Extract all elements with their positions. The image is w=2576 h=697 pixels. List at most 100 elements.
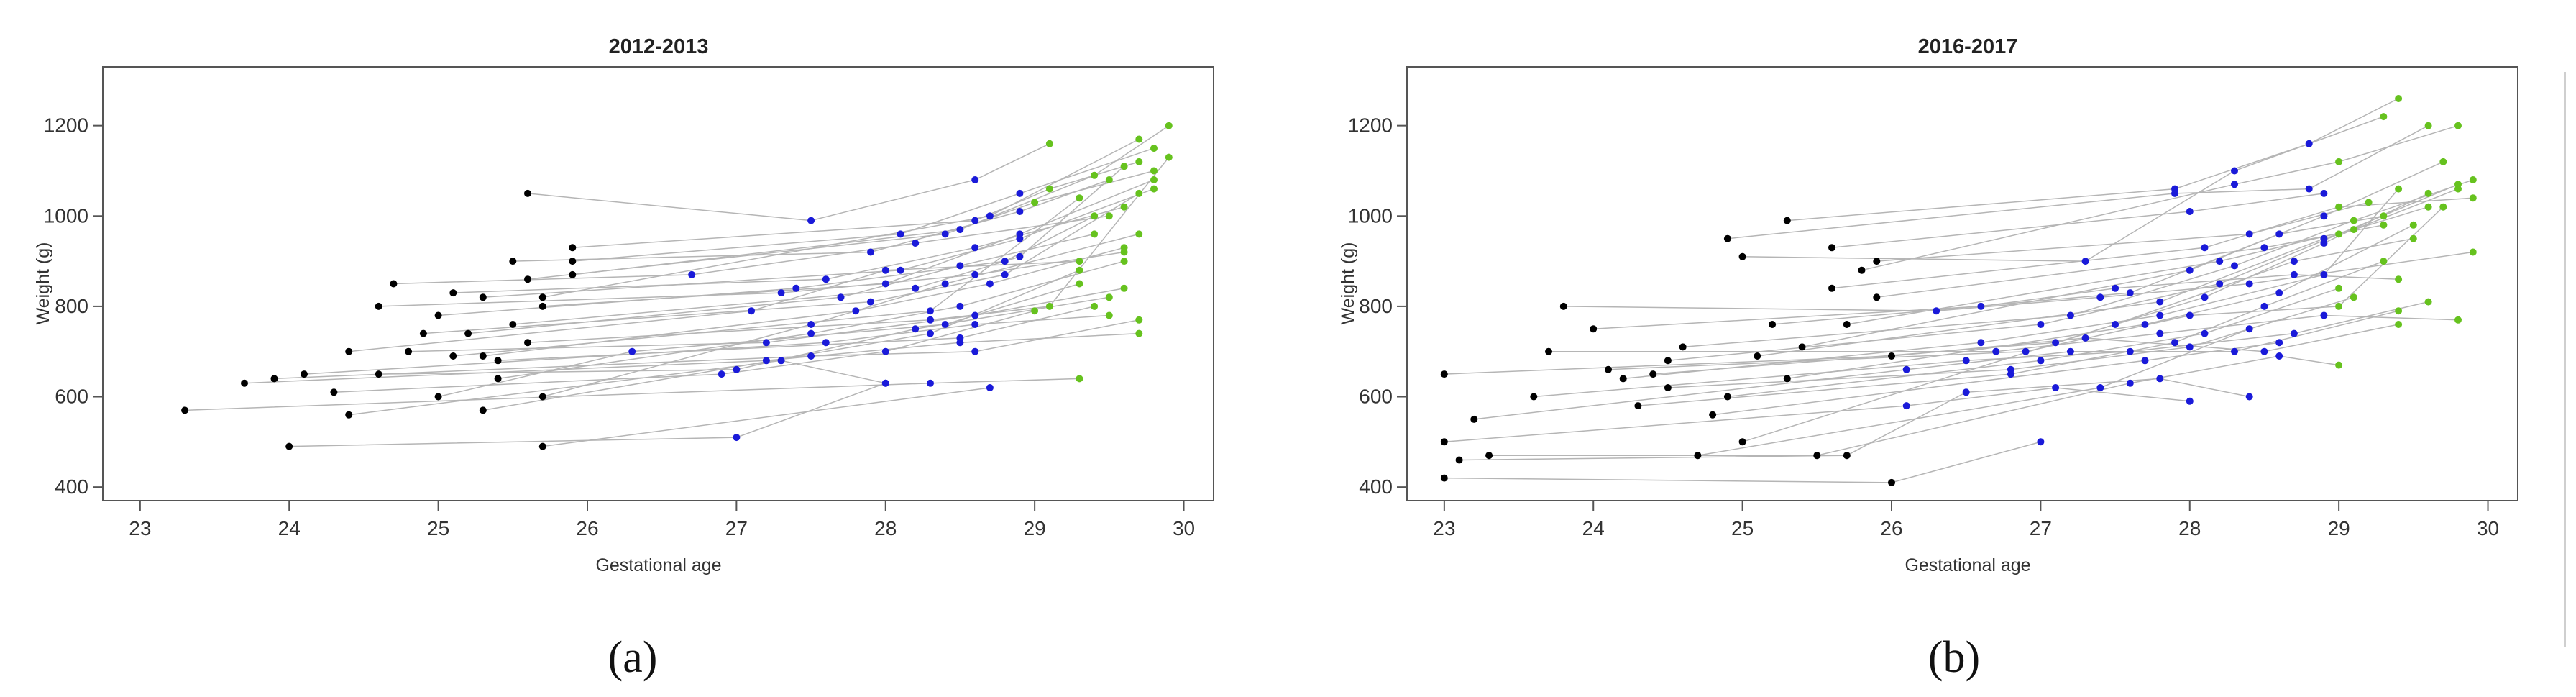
- trajectory-line: [274, 319, 1140, 380]
- data-point: [1709, 411, 1717, 419]
- data-point: [1091, 171, 1099, 179]
- data-point: [971, 347, 979, 355]
- data-point: [2201, 293, 2209, 301]
- data-point: [2037, 357, 2045, 365]
- data-point: [2439, 203, 2447, 211]
- data-point: [2007, 365, 2014, 373]
- y-axis-label: Weight (g): [1338, 242, 1358, 325]
- data-point: [1165, 153, 1173, 161]
- data-point: [1754, 352, 1761, 360]
- data-point: [881, 347, 889, 355]
- data-point: [1858, 266, 1866, 274]
- data-point: [419, 329, 427, 337]
- data-point: [1664, 384, 1672, 391]
- trajectory-line: [572, 161, 1140, 249]
- trajectory-line: [1667, 183, 2459, 362]
- data-point: [449, 289, 457, 297]
- data-point: [822, 339, 830, 347]
- data-point: [2126, 379, 2134, 387]
- chart-panel-b: 2016-2017 23 24 25 26 27 28 29 30 400 600 800 1000 1…: [1338, 35, 2518, 682]
- data-point: [822, 275, 830, 283]
- chart-panel-a: 2012-2013 23 24 25 26 27 28 29 30 400 600 800 1000 1…: [33, 35, 1214, 682]
- data-point: [807, 217, 815, 224]
- trajectory-line: [1444, 324, 2399, 375]
- data-point: [807, 329, 815, 337]
- data-point: [897, 230, 904, 238]
- y-tick-label: 400: [55, 475, 88, 498]
- trajectory-line: [1727, 125, 2429, 240]
- data-point: [941, 230, 949, 238]
- data-point: [241, 379, 248, 387]
- data-point: [434, 311, 442, 319]
- y-tick-label: 400: [1359, 475, 1393, 498]
- data-point: [2469, 194, 2477, 202]
- data-point: [941, 280, 949, 288]
- data-point: [2216, 258, 2224, 265]
- data-point: [881, 266, 889, 274]
- data-point: [971, 244, 979, 252]
- data-point: [2409, 221, 2417, 229]
- data-point: [509, 258, 517, 265]
- data-point: [837, 293, 845, 301]
- data-point: [1135, 316, 1143, 324]
- data-point: [762, 339, 770, 347]
- data-point: [2066, 347, 2074, 355]
- data-point: [2380, 212, 2388, 220]
- data-point: [1694, 452, 1702, 460]
- data-point: [1813, 452, 1821, 460]
- data-point: [2186, 343, 2194, 351]
- data-point: [2395, 95, 2403, 102]
- x-tick-label: 26: [576, 517, 598, 539]
- data-point: [1962, 388, 1970, 396]
- x-axis-label: Gestational age: [595, 555, 721, 575]
- data-point: [2081, 258, 2089, 265]
- panel-caption: (b): [1928, 633, 1980, 682]
- data-point: [2216, 280, 2224, 288]
- x-tick-label: 28: [874, 517, 897, 539]
- data-point: [2112, 321, 2119, 328]
- data-point: [1135, 158, 1143, 165]
- trajectory-line: [527, 143, 1050, 222]
- data-point: [2096, 293, 2104, 301]
- data-point: [1076, 280, 1083, 288]
- x-tick-label: 26: [1880, 517, 1902, 539]
- trajectory-line: [1667, 296, 2355, 388]
- data-point: [2275, 352, 2283, 360]
- trajectory-layer: [1440, 95, 2477, 486]
- trajectory-line: [1787, 98, 2399, 222]
- data-point: [897, 266, 904, 274]
- data-point: [2156, 375, 2164, 383]
- data-point: [2126, 347, 2134, 355]
- data-point: [1738, 252, 1746, 260]
- data-point: [2186, 208, 2194, 215]
- data-point: [762, 357, 770, 365]
- data-point: [1679, 343, 1687, 351]
- data-point: [1120, 163, 1128, 170]
- data-point: [2380, 221, 2388, 229]
- data-point: [1783, 375, 1791, 383]
- data-point: [1016, 230, 1024, 238]
- data-point: [2320, 311, 2328, 319]
- y-tick-label: 1000: [1348, 204, 1393, 227]
- data-point: [2275, 230, 2283, 238]
- data-point: [449, 352, 457, 360]
- data-point: [1992, 347, 2000, 355]
- data-point: [538, 442, 546, 450]
- data-point: [2066, 311, 2074, 319]
- x-axis-label: Gestational age: [1905, 555, 2030, 575]
- trajectory-line: [572, 125, 1170, 275]
- data-point: [2022, 347, 2030, 355]
- data-point: [2409, 234, 2417, 242]
- trajectory-line: [498, 260, 1124, 380]
- data-point: [2335, 302, 2343, 310]
- data-point: [1120, 258, 1128, 265]
- data-point: [301, 370, 308, 378]
- data-point: [524, 275, 531, 283]
- data-point: [1091, 302, 1099, 310]
- data-point: [2290, 270, 2298, 278]
- trajectory-line: [349, 260, 1080, 352]
- data-point: [2454, 185, 2462, 193]
- data-point: [2395, 275, 2403, 283]
- data-point: [777, 289, 785, 297]
- data-point: [2096, 384, 2104, 391]
